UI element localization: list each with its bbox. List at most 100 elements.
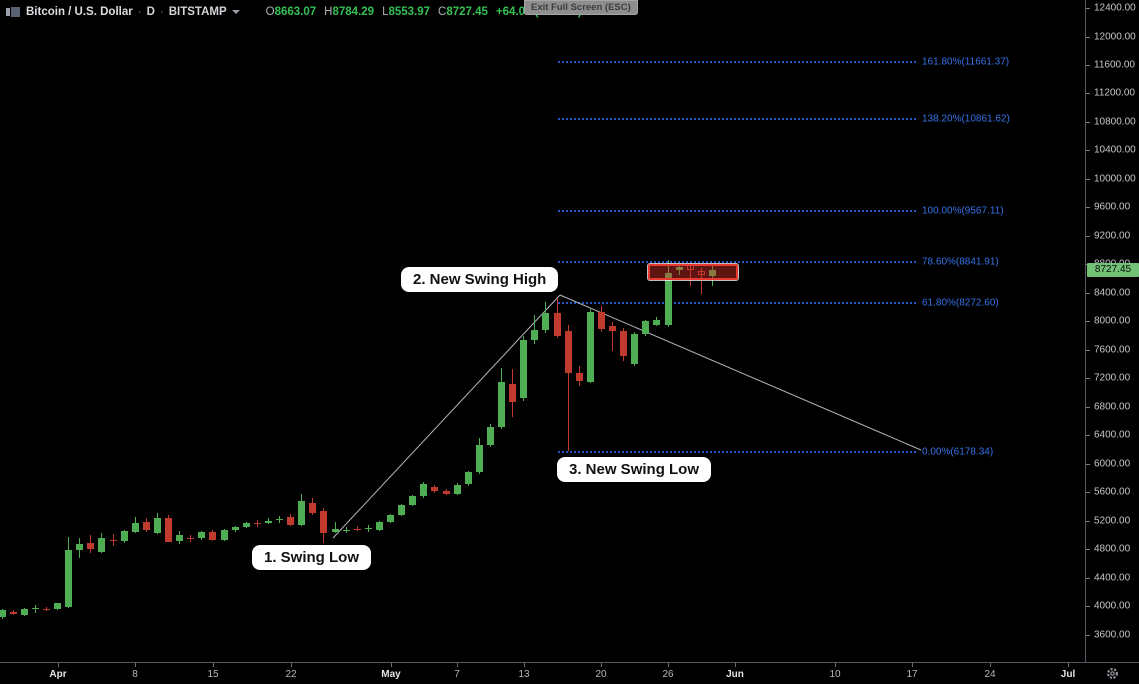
close-value: C8727.45 (438, 5, 488, 18)
candle[interactable] (209, 531, 217, 540)
candle[interactable] (309, 502, 317, 513)
candle[interactable] (375, 521, 383, 530)
candle[interactable] (564, 330, 572, 374)
candle[interactable] (520, 340, 528, 399)
candle[interactable] (242, 522, 250, 527)
candle[interactable] (675, 266, 683, 271)
fib-level-label: 0.00%(6178.34) (922, 446, 994, 458)
highlight-box[interactable] (647, 263, 739, 281)
candle[interactable] (642, 320, 650, 335)
chart-panel-icon[interactable] (6, 5, 20, 19)
candle[interactable] (486, 427, 494, 446)
candle[interactable] (409, 496, 417, 505)
annotation-label[interactable]: 1. Swing Low (252, 545, 372, 570)
candle[interactable] (65, 549, 73, 607)
symbol-name[interactable]: Bitcoin / U.S. Dollar (26, 5, 133, 18)
time-tick (135, 663, 136, 667)
chevron-down-icon[interactable] (231, 9, 240, 14)
candle[interactable] (165, 517, 172, 542)
fib-level-line[interactable] (558, 117, 916, 120)
candle[interactable] (553, 312, 561, 336)
candle[interactable] (353, 528, 361, 530)
candle[interactable] (420, 484, 428, 497)
candle[interactable] (109, 539, 117, 541)
candle[interactable] (708, 269, 716, 277)
candle[interactable] (298, 501, 306, 525)
candle[interactable] (176, 534, 184, 541)
candle[interactable] (320, 510, 328, 533)
candle[interactable] (664, 272, 672, 325)
candle[interactable] (87, 542, 95, 550)
candle[interactable] (9, 612, 17, 615)
fib-level-line[interactable] (558, 451, 916, 453)
interval-button[interactable]: D (146, 5, 155, 18)
candle[interactable] (453, 484, 461, 494)
candle[interactable] (20, 608, 28, 615)
time-tick (735, 663, 736, 667)
candle[interactable] (342, 529, 350, 531)
candle[interactable] (131, 522, 139, 532)
candle[interactable] (609, 326, 616, 331)
candle[interactable] (198, 531, 206, 539)
candle[interactable] (398, 504, 406, 515)
trendline[interactable] (559, 294, 922, 451)
time-tick (990, 663, 991, 667)
candle[interactable] (231, 526, 239, 530)
fib-level-line[interactable] (558, 261, 916, 264)
candle[interactable] (120, 530, 128, 541)
candle[interactable] (76, 543, 84, 550)
time-axis[interactable]: Apr 8 15 22 May 7 13 20 26 Jun 10 17 24 Jul (0, 662, 1139, 684)
candle[interactable] (142, 521, 150, 530)
candle[interactable] (442, 491, 450, 494)
price-tick-label: 12000.00 (1094, 31, 1136, 42)
candle[interactable] (42, 608, 50, 611)
fib-level-label: 161.80%(11661.37) (922, 56, 1010, 68)
trendline[interactable] (332, 294, 561, 539)
candle[interactable] (364, 528, 372, 530)
axis-settings-corner[interactable] (1086, 663, 1139, 684)
price-tick-label: 4800.00 (1094, 543, 1131, 555)
annotation-label[interactable]: 2. New Swing High (401, 267, 559, 292)
candle[interactable] (287, 516, 295, 525)
candle[interactable] (475, 445, 483, 472)
chart-canvas[interactable]: 161.80%(11661.37) 138.20%(10861.62) 100.00… (0, 0, 1085, 662)
candle[interactable] (586, 312, 594, 382)
candle[interactable] (498, 381, 505, 427)
candle[interactable] (153, 517, 161, 533)
price-axis[interactable]: 12400.00 12000.00 11600.00 11200.00 10800.00… (1085, 0, 1139, 662)
candle[interactable] (531, 329, 539, 341)
candle[interactable] (697, 271, 705, 275)
candle[interactable] (431, 487, 439, 492)
candle[interactable] (31, 607, 39, 610)
candle[interactable] (597, 312, 605, 330)
gear-icon[interactable] (1106, 667, 1119, 680)
candle[interactable] (620, 330, 628, 357)
low-value: L8553.97 (382, 5, 431, 18)
annotation-label[interactable]: 3. New Swing Low (557, 457, 712, 482)
time-tick-label: 10 (829, 669, 841, 680)
time-tick (457, 663, 458, 667)
candle[interactable] (264, 521, 272, 523)
candle[interactable] (631, 334, 639, 364)
candle[interactable] (464, 472, 472, 485)
candle[interactable] (187, 537, 195, 539)
candle[interactable] (253, 522, 261, 524)
candle[interactable] (0, 610, 6, 617)
candle[interactable] (509, 383, 517, 402)
candle[interactable] (542, 312, 550, 330)
fib-level-line[interactable] (558, 60, 916, 63)
fib-level-line[interactable] (558, 301, 916, 304)
candle[interactable] (54, 603, 61, 610)
candle[interactable] (387, 514, 394, 522)
candle[interactable] (98, 537, 106, 552)
candle[interactable] (220, 529, 228, 540)
candle[interactable] (653, 319, 661, 325)
exchange-name[interactable]: BITSTAMP (168, 5, 227, 18)
price-tick-label: 3600.00 (1094, 629, 1131, 641)
candle[interactable] (575, 372, 583, 381)
price-tick (1086, 463, 1090, 465)
price-tick-label: 10000.00 (1094, 173, 1136, 185)
candle[interactable] (276, 519, 283, 521)
candle[interactable] (331, 528, 339, 532)
fib-level-line[interactable] (558, 209, 916, 212)
